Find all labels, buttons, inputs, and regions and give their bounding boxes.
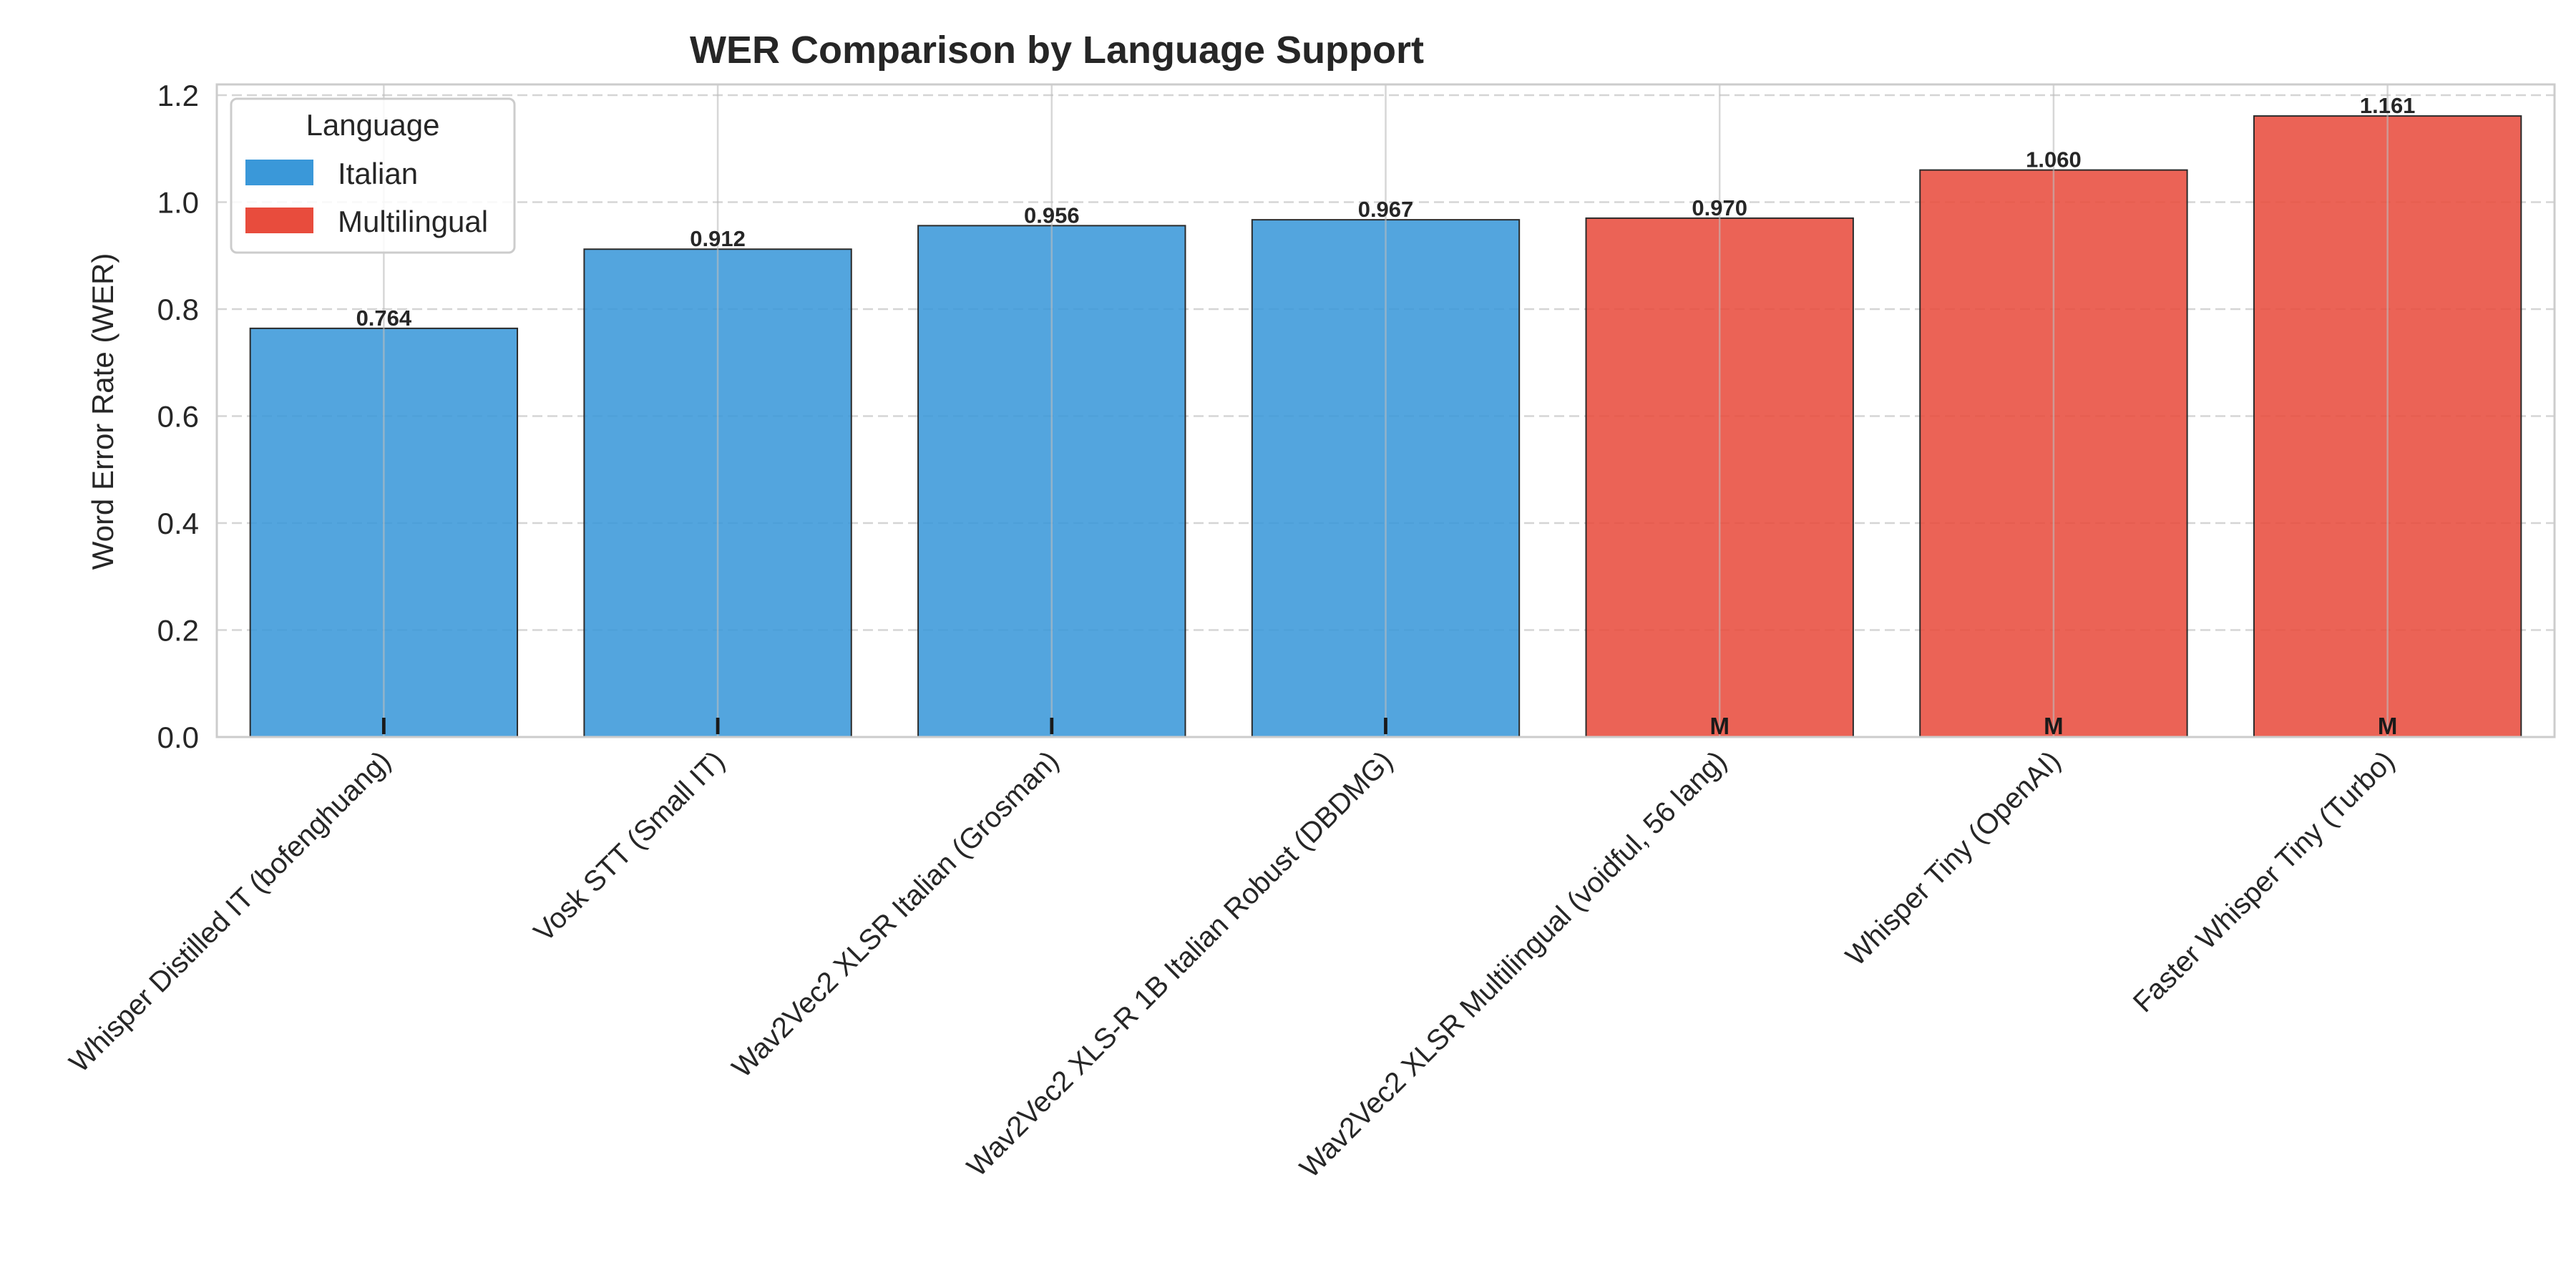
bar-language-code: I <box>381 713 387 739</box>
y-tick-label: 0.6 <box>157 399 199 433</box>
bar-value-label: 0.956 <box>1024 203 1080 228</box>
x-tick-label: Whisper Tiny (OpenAI) <box>1840 745 2067 972</box>
y-tick-label: 1.2 <box>157 79 199 112</box>
bar-value-label: 1.161 <box>2360 93 2416 118</box>
bar-value-label: 0.970 <box>1692 195 1747 220</box>
y-ticks-layer: 0.0 0.2 0.4 0.6 0.8 1.0 1.2 <box>157 79 199 754</box>
legend-label-multilingual: Multilingual <box>338 205 488 238</box>
legend-title: Language <box>306 108 440 142</box>
vertical-grid-layer <box>383 84 2389 737</box>
labels-layer: 0.764 I 0.912 I 0.956 I 0.967 I 0.970 M 1.060 M 1.16… <box>356 93 2416 739</box>
x-tick-label: Wav2Vec2 XLSR Multilingual (voidful, 56 … <box>1294 745 1732 1184</box>
bar-value-label: 1.060 <box>2026 147 2082 172</box>
legend-swatch-italian <box>245 160 313 185</box>
legend: Language Italian Multilingual <box>230 97 516 254</box>
x-tick-label: Wav2Vec2 XLSR Italian (Grosman) <box>726 745 1065 1083</box>
chart-title: WER Comparison by Language Support <box>690 29 1424 72</box>
x-tick-label: Whisper Distilled IT (bofenghuang) <box>64 745 397 1078</box>
plot-frame <box>215 83 2556 738</box>
legend-swatch-multilingual <box>245 208 313 233</box>
bar-language-code: I <box>1382 713 1389 739</box>
bar-language-code: I <box>1048 713 1055 739</box>
y-tick-label: 0.8 <box>157 293 199 326</box>
x-tick-label: Vosk STT (Small IT) <box>528 745 731 948</box>
x-tick-labels-layer: Whisper Distilled IT (bofenghuang) Vosk S… <box>64 745 2401 1184</box>
bar-language-code: M <box>1709 713 1729 739</box>
bar-language-code: M <box>2044 713 2064 739</box>
bar-value-label: 0.764 <box>356 306 412 331</box>
y-tick-label: 0.4 <box>157 507 199 540</box>
x-tick-label: Faster Whisper Tiny (Turbo) <box>2127 745 2401 1018</box>
legend-label-italian: Italian <box>338 157 418 190</box>
bar-language-code: M <box>2378 713 2398 739</box>
y-tick-label: 1.0 <box>157 185 199 219</box>
bar-value-label: 0.912 <box>690 226 746 251</box>
bar-value-label: 0.967 <box>1358 197 1414 222</box>
y-axis-label: Word Error Rate (WER) <box>86 253 119 570</box>
x-tick-label: Wav2Vec2 XLS-R 1B Italian Robust (DBDMG) <box>961 745 1399 1183</box>
y-tick-label: 0.0 <box>157 721 199 754</box>
bar-language-code: I <box>714 713 721 739</box>
y-tick-label: 0.2 <box>157 613 199 647</box>
